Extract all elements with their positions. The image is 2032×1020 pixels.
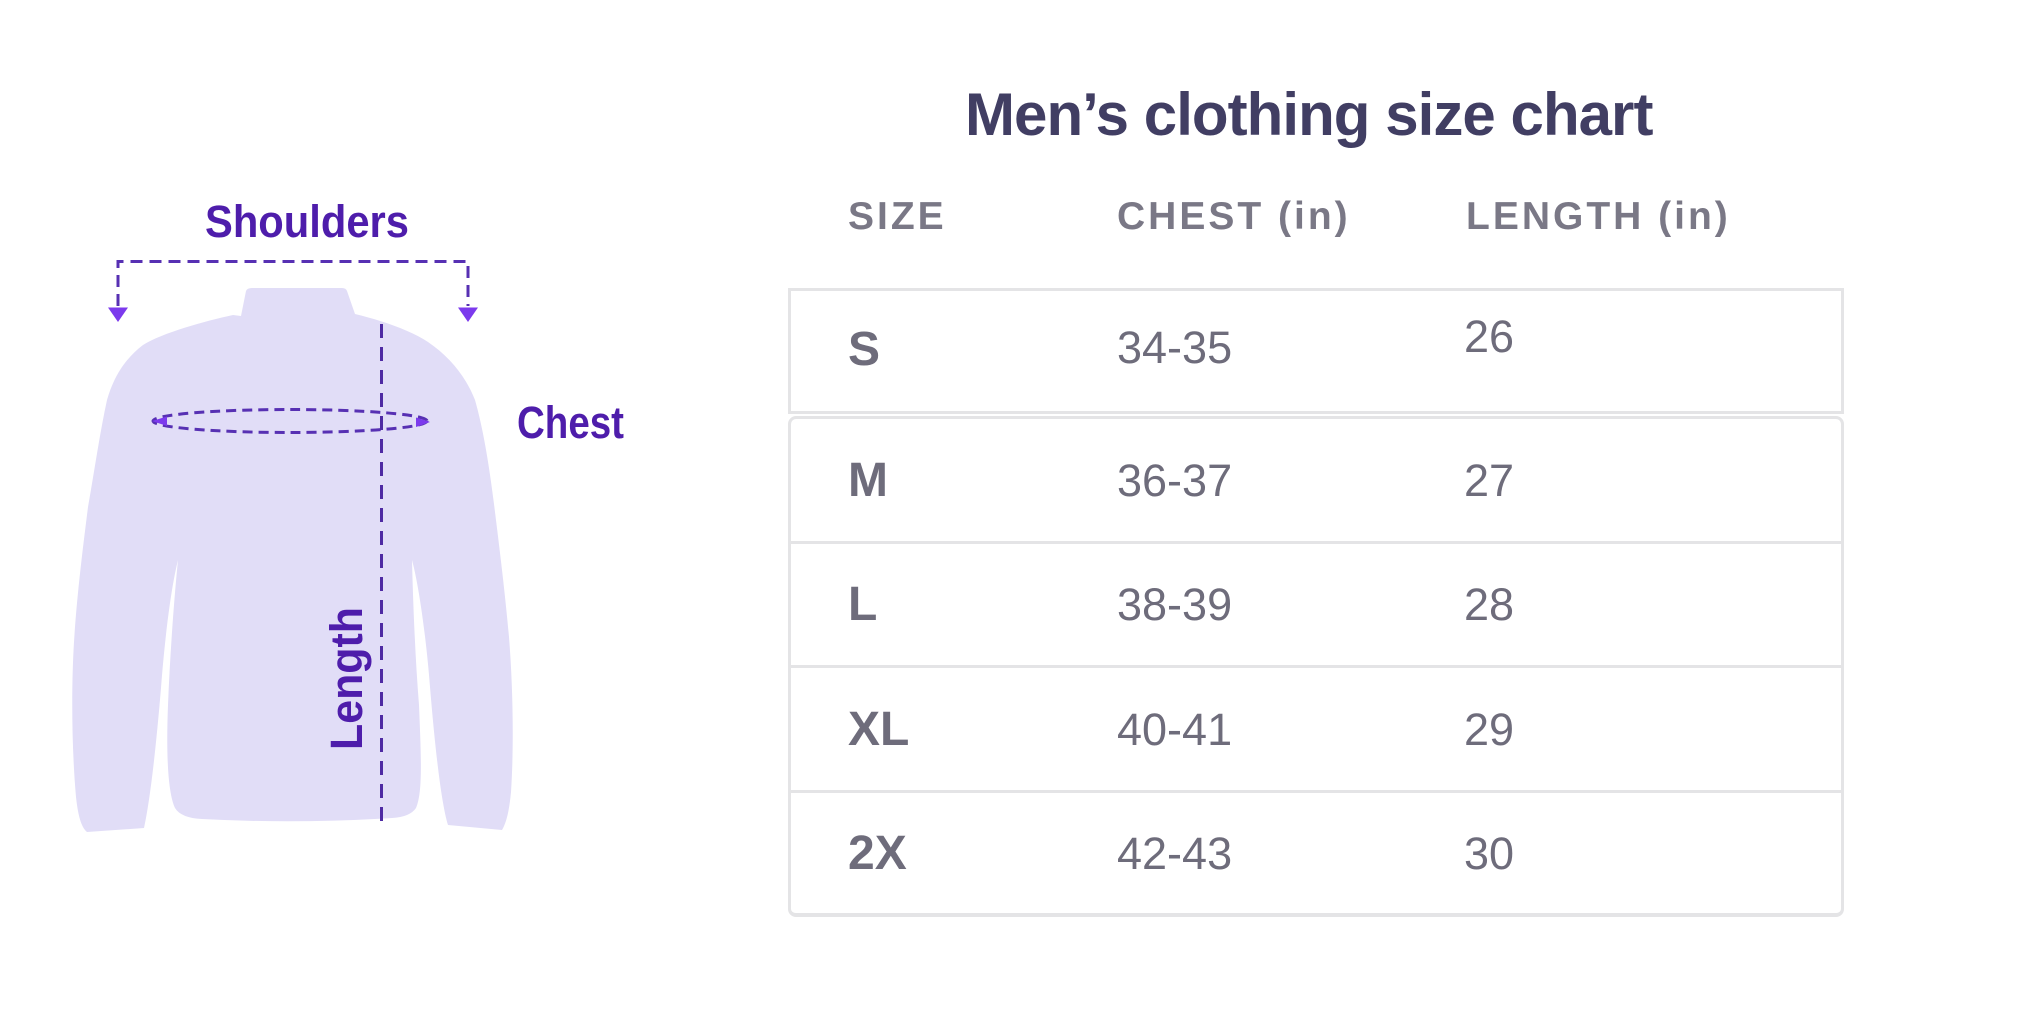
svg-text:Chest: Chest [517, 397, 624, 448]
svg-text:Shoulders: Shoulders [205, 196, 409, 247]
svg-text:Length: Length [321, 607, 372, 750]
